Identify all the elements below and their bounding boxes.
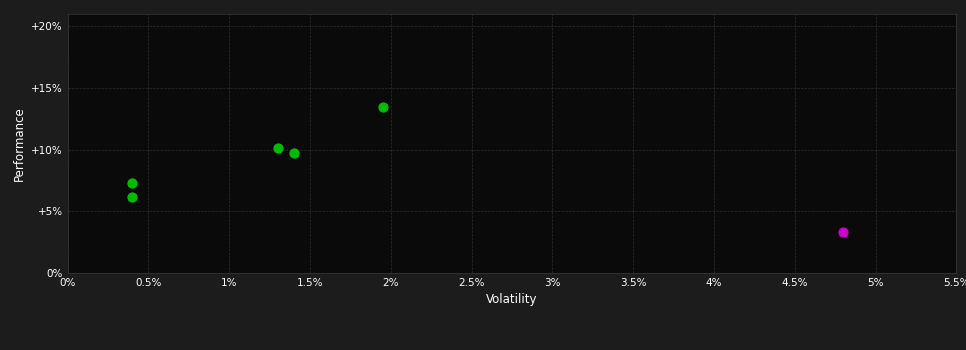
Point bbox=[125, 194, 140, 199]
Point bbox=[375, 104, 390, 109]
Y-axis label: Performance: Performance bbox=[13, 106, 25, 181]
Point bbox=[836, 230, 851, 235]
Point bbox=[125, 180, 140, 186]
Point bbox=[270, 146, 285, 151]
Point bbox=[286, 150, 301, 156]
X-axis label: Volatility: Volatility bbox=[486, 293, 538, 306]
